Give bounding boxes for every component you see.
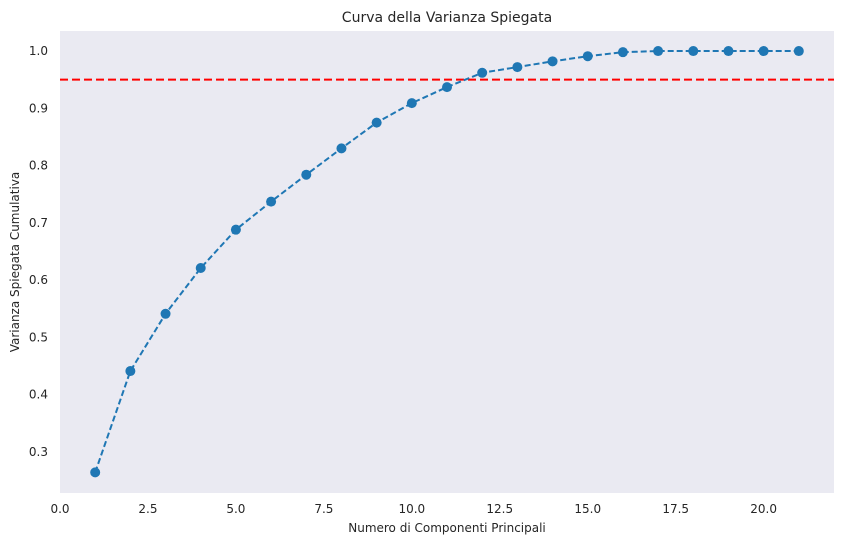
x-tick-label: 10.0 bbox=[398, 502, 425, 516]
data-point bbox=[723, 46, 734, 57]
y-tick-label: 0.5 bbox=[29, 330, 48, 344]
x-tick-label: 20.0 bbox=[750, 502, 777, 516]
data-point bbox=[266, 196, 277, 207]
x-tick-label: 17.5 bbox=[662, 502, 689, 516]
y-tick-label: 0.8 bbox=[29, 159, 48, 173]
x-tick-label: 2.5 bbox=[138, 502, 157, 516]
plot-area bbox=[60, 31, 834, 493]
data-point bbox=[442, 82, 452, 93]
x-tick-label: 5.0 bbox=[226, 502, 245, 516]
y-axis-label: Varianza Spiegata Cumulativa bbox=[8, 172, 22, 353]
y-tick-label: 0.3 bbox=[29, 445, 48, 459]
data-point bbox=[758, 46, 769, 57]
data-point bbox=[477, 67, 488, 78]
y-tick-label: 0.6 bbox=[29, 273, 48, 287]
x-tick-label: 0.0 bbox=[50, 502, 69, 516]
y-tick-labels: 0.3 0.4 0.5 0.6 0.7 0.8 0.9 1.0 bbox=[29, 44, 48, 459]
data-point bbox=[793, 46, 804, 57]
data-point bbox=[90, 467, 101, 478]
series-line bbox=[94, 50, 799, 473]
y-tick-label: 1.0 bbox=[29, 44, 48, 58]
data-point bbox=[230, 224, 241, 235]
data-point bbox=[336, 143, 347, 154]
x-tick-label: 7.5 bbox=[314, 502, 333, 516]
y-tick-label: 0.7 bbox=[29, 216, 48, 230]
x-axis-label: Numero di Componenti Principali bbox=[348, 521, 546, 535]
data-point bbox=[653, 46, 664, 57]
chart-title: Curva della Varianza Spiegata bbox=[342, 10, 552, 26]
x-tick-labels: 0.0 2.5 5.0 7.5 10.0 12.5 15.0 17.5 20.0 bbox=[50, 502, 777, 516]
data-point bbox=[617, 47, 628, 58]
data-point bbox=[582, 51, 593, 62]
data-point bbox=[688, 46, 699, 57]
x-tick-label: 12.5 bbox=[486, 502, 513, 516]
data-point bbox=[547, 56, 558, 67]
y-tick-label: 0.4 bbox=[29, 388, 48, 402]
data-point bbox=[371, 117, 382, 128]
data-point bbox=[125, 366, 136, 377]
data-point bbox=[160, 308, 171, 319]
data-point bbox=[512, 62, 523, 73]
data-point bbox=[301, 169, 312, 180]
series-group bbox=[90, 46, 804, 478]
data-point bbox=[195, 263, 206, 274]
data-point bbox=[406, 98, 417, 109]
y-tick-label: 0.9 bbox=[29, 101, 48, 115]
x-tick-label: 15.0 bbox=[574, 502, 601, 516]
